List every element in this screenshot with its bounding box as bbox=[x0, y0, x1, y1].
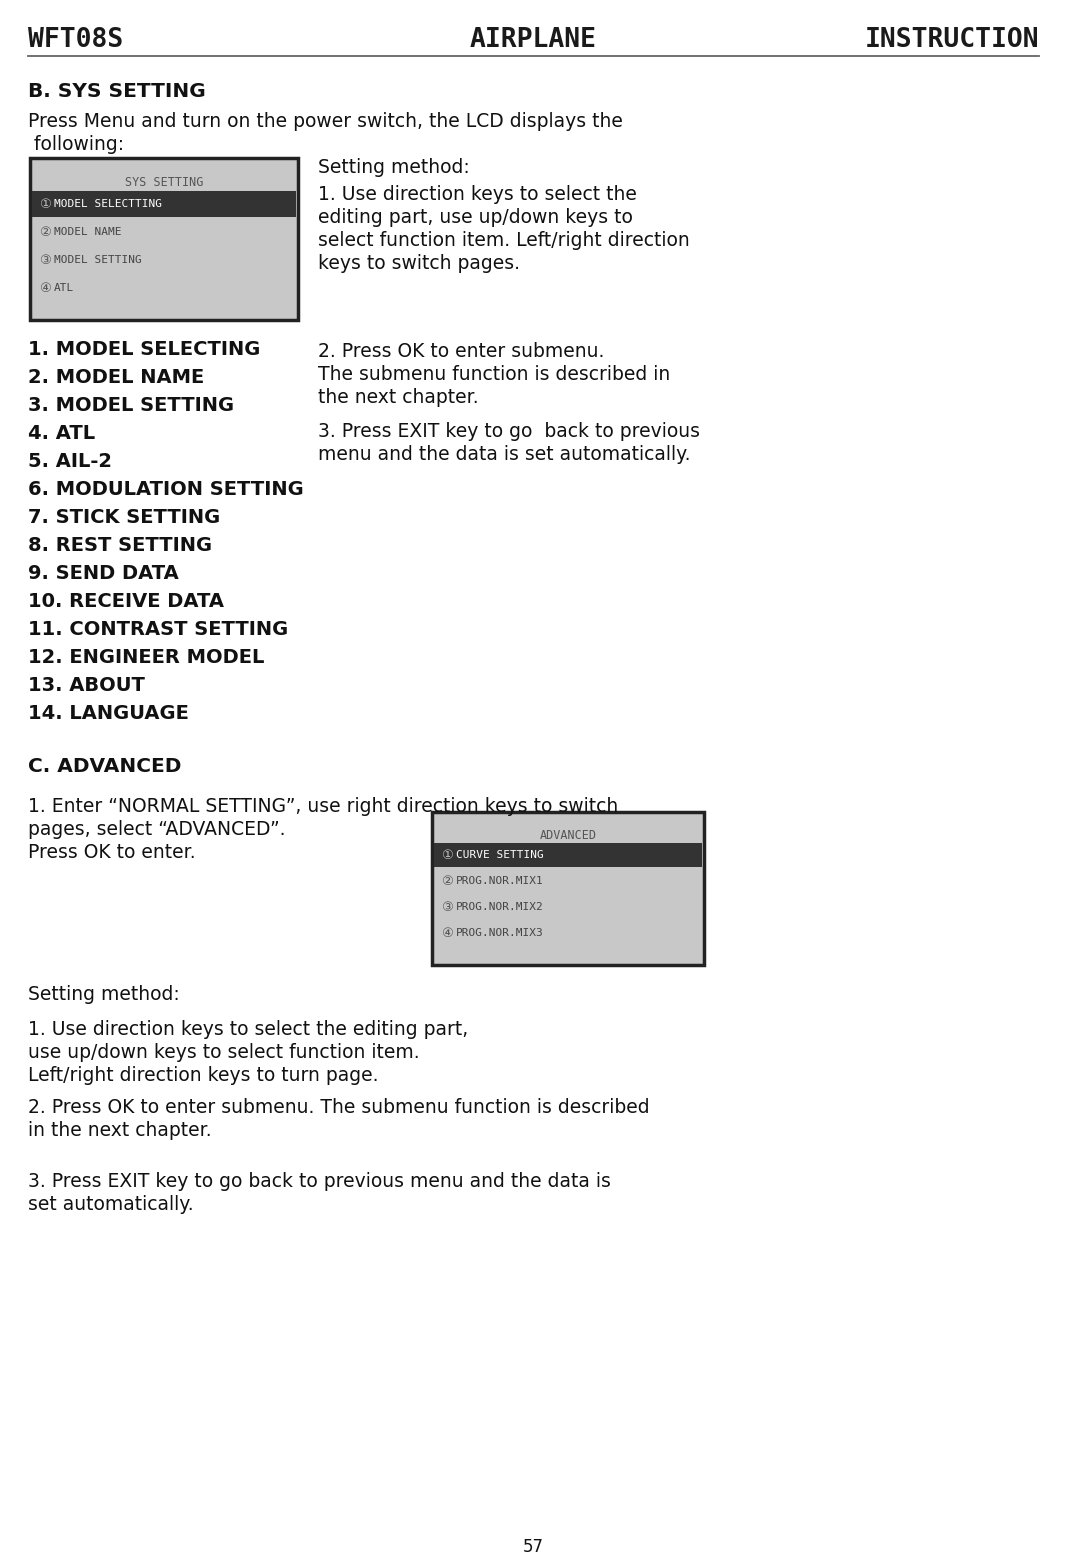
Text: ②: ② bbox=[39, 226, 51, 238]
Text: 11. CONTRAST SETTING: 11. CONTRAST SETTING bbox=[28, 619, 288, 640]
Text: B. SYS SETTING: B. SYS SETTING bbox=[28, 82, 206, 100]
Text: select function item. Left/right direction: select function item. Left/right directi… bbox=[318, 230, 689, 249]
Text: 2. Press OK to enter submenu.: 2. Press OK to enter submenu. bbox=[318, 342, 604, 361]
Text: 5. AIL-2: 5. AIL-2 bbox=[28, 452, 112, 470]
Text: 2. MODEL NAME: 2. MODEL NAME bbox=[28, 368, 204, 387]
Text: Setting method:: Setting method: bbox=[318, 158, 469, 177]
Text: editing part, use up/down keys to: editing part, use up/down keys to bbox=[318, 209, 633, 227]
Text: ③: ③ bbox=[39, 254, 51, 267]
Text: 7. STICK SETTING: 7. STICK SETTING bbox=[28, 508, 220, 527]
Text: 1. Use direction keys to select the: 1. Use direction keys to select the bbox=[318, 185, 637, 204]
Text: C. ADVANCED: C. ADVANCED bbox=[28, 757, 181, 776]
Text: The submenu function is described in: The submenu function is described in bbox=[318, 365, 670, 384]
Text: ④: ④ bbox=[39, 282, 51, 295]
Text: SYS SETTING: SYS SETTING bbox=[125, 176, 203, 190]
Text: the next chapter.: the next chapter. bbox=[318, 387, 479, 408]
Text: set automatically.: set automatically. bbox=[28, 1195, 193, 1214]
Text: Setting method:: Setting method: bbox=[28, 985, 179, 1004]
Text: 6. MODULATION SETTING: 6. MODULATION SETTING bbox=[28, 480, 304, 499]
Text: PROG.NOR.MIX2: PROG.NOR.MIX2 bbox=[456, 902, 544, 913]
Text: ①: ① bbox=[39, 198, 51, 210]
Text: pages, select “ADVANCED”.: pages, select “ADVANCED”. bbox=[28, 820, 286, 839]
Text: in the next chapter.: in the next chapter. bbox=[28, 1121, 211, 1140]
Text: INSTRUCTION: INSTRUCTION bbox=[864, 27, 1039, 53]
Text: following:: following: bbox=[28, 135, 124, 154]
Text: Press OK to enter.: Press OK to enter. bbox=[28, 844, 195, 862]
Text: 9. SEND DATA: 9. SEND DATA bbox=[28, 564, 179, 583]
Text: 12. ENGINEER MODEL: 12. ENGINEER MODEL bbox=[28, 648, 265, 666]
Text: 13. ABOUT: 13. ABOUT bbox=[28, 676, 145, 695]
Text: ADVANCED: ADVANCED bbox=[540, 829, 596, 842]
Text: menu and the data is set automatically.: menu and the data is set automatically. bbox=[318, 445, 690, 464]
Text: ②: ② bbox=[441, 875, 452, 887]
Bar bbox=[30, 158, 298, 320]
Text: 10. RECEIVE DATA: 10. RECEIVE DATA bbox=[28, 593, 224, 612]
Text: 57: 57 bbox=[523, 1538, 544, 1555]
Text: CURVE SETTING: CURVE SETTING bbox=[456, 850, 544, 859]
Text: PROG.NOR.MIX1: PROG.NOR.MIX1 bbox=[456, 877, 544, 886]
Text: Left/right direction keys to turn page.: Left/right direction keys to turn page. bbox=[28, 1066, 379, 1085]
Text: keys to switch pages.: keys to switch pages. bbox=[318, 254, 520, 273]
Bar bbox=[32, 191, 296, 216]
Text: 3. Press EXIT key to go back to previous menu and the data is: 3. Press EXIT key to go back to previous… bbox=[28, 1171, 611, 1192]
Text: 14. LANGUAGE: 14. LANGUAGE bbox=[28, 704, 189, 723]
Text: ③: ③ bbox=[441, 900, 452, 914]
Text: AIRPLANE: AIRPLANE bbox=[469, 27, 598, 53]
Text: 3. Press EXIT key to go  back to previous: 3. Press EXIT key to go back to previous bbox=[318, 422, 700, 441]
Text: use up/down keys to select function item.: use up/down keys to select function item… bbox=[28, 1043, 419, 1062]
Text: PROG.NOR.MIX3: PROG.NOR.MIX3 bbox=[456, 928, 544, 938]
Bar bbox=[432, 812, 704, 964]
Text: WFT08S: WFT08S bbox=[28, 27, 124, 53]
Text: MODEL SELECTTING: MODEL SELECTTING bbox=[54, 199, 162, 209]
Text: MODEL NAME: MODEL NAME bbox=[54, 227, 122, 237]
Text: ATL: ATL bbox=[54, 282, 75, 293]
Text: 8. REST SETTING: 8. REST SETTING bbox=[28, 536, 212, 555]
Text: MODEL SETTING: MODEL SETTING bbox=[54, 256, 142, 265]
Text: 3. MODEL SETTING: 3. MODEL SETTING bbox=[28, 397, 234, 416]
Bar bbox=[434, 844, 702, 867]
Text: 1. MODEL SELECTING: 1. MODEL SELECTING bbox=[28, 340, 260, 359]
Text: 1. Use direction keys to select the editing part,: 1. Use direction keys to select the edit… bbox=[28, 1021, 468, 1040]
Text: ①: ① bbox=[441, 848, 452, 861]
Text: 2. Press OK to enter submenu. The submenu function is described: 2. Press OK to enter submenu. The submen… bbox=[28, 1098, 650, 1116]
Text: Press Menu and turn on the power switch, the LCD displays the: Press Menu and turn on the power switch,… bbox=[28, 111, 623, 132]
Text: 4. ATL: 4. ATL bbox=[28, 423, 95, 444]
Text: 1. Enter “NORMAL SETTING”, use right direction keys to switch: 1. Enter “NORMAL SETTING”, use right dir… bbox=[28, 797, 618, 815]
Text: ④: ④ bbox=[441, 927, 452, 939]
